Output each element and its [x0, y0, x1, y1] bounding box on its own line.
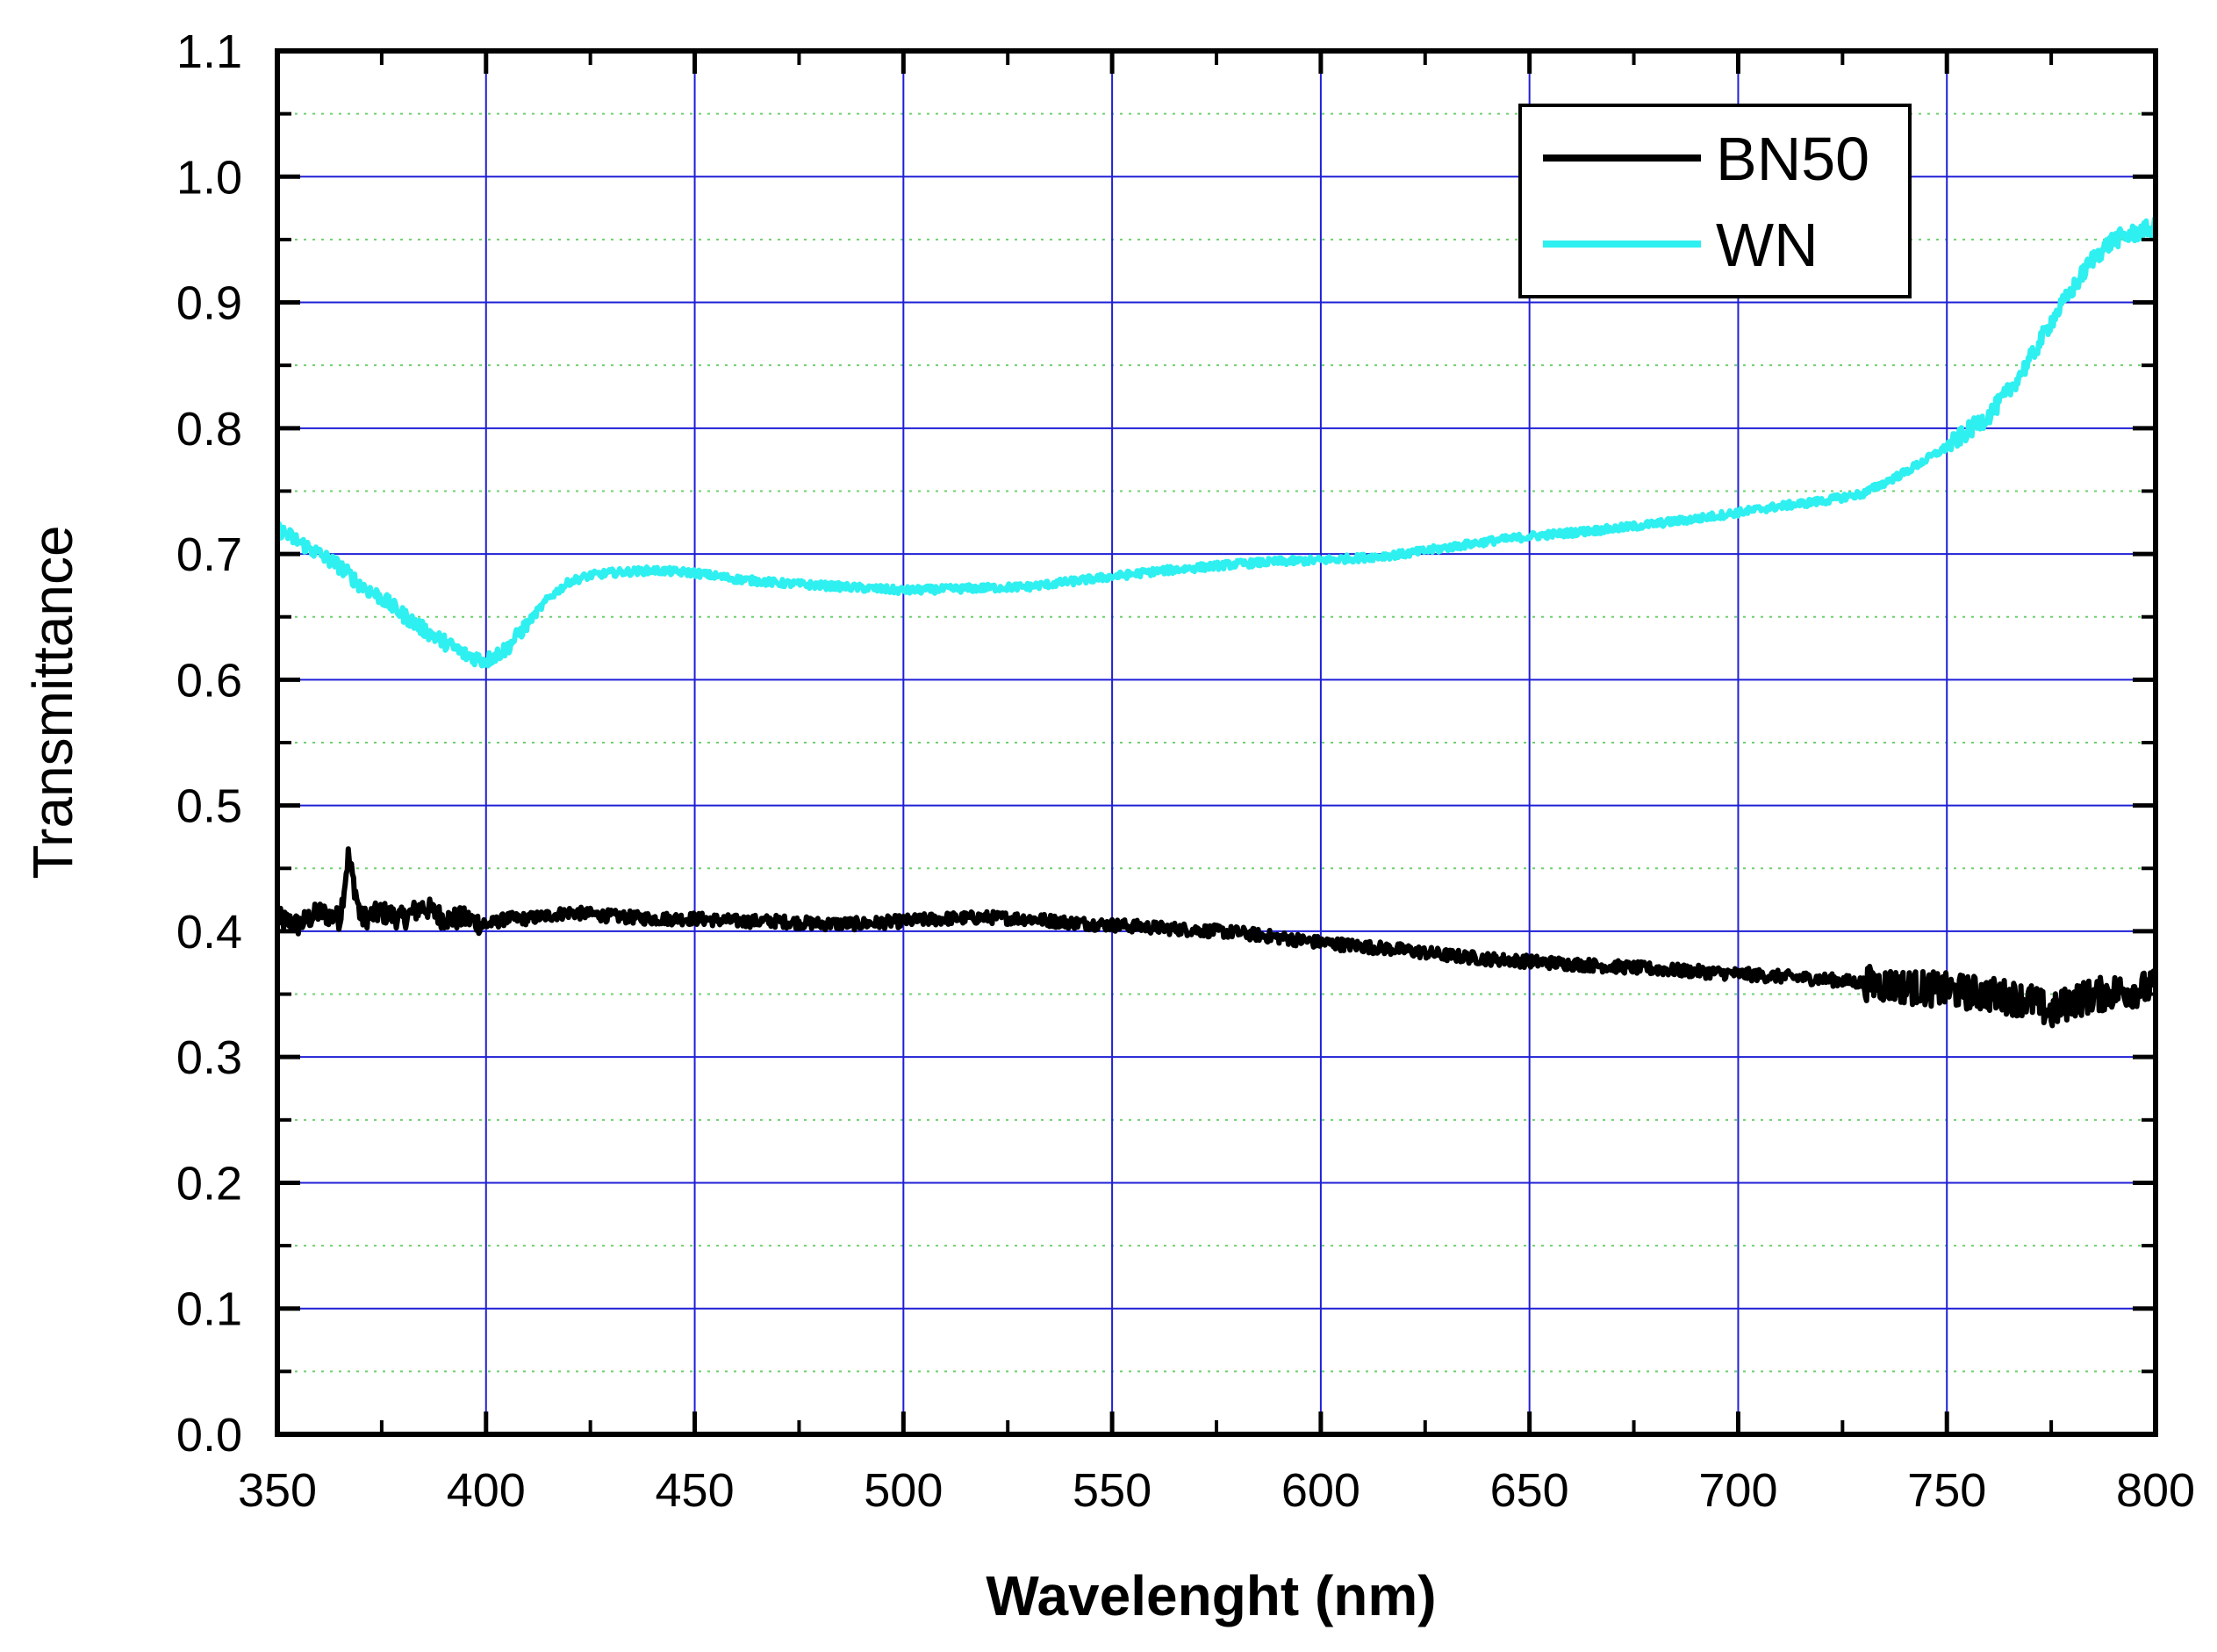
x-tick-labels: 350 400 450 500 550 600 650 700 750 800 — [238, 1464, 2195, 1517]
legend-box — [1518, 104, 1912, 298]
legend: BN50 WN — [1518, 104, 1912, 298]
y-tick-label: 0.2 — [176, 1157, 242, 1210]
y-tick-label: 0.6 — [176, 654, 242, 707]
series-line-bn50 — [275, 846, 2158, 1029]
series-layer — [275, 216, 2158, 1029]
legend-label-wn: WN — [1716, 211, 1819, 279]
legend-label-bn50: BN50 — [1716, 125, 1869, 193]
x-axis-title: Wavelenght (nm) — [986, 1564, 1436, 1627]
y-axis-title: Transmittance — [21, 525, 84, 879]
x-tick-label: 500 — [864, 1464, 943, 1517]
minor-gridlines — [277, 112, 2156, 1373]
x-tick-label: 550 — [1073, 1464, 1152, 1517]
y-tick-label: 0.4 — [176, 906, 242, 959]
series-line-wn — [275, 216, 2158, 669]
y-tick-label: 1.1 — [176, 25, 242, 78]
x-tick-label: 400 — [447, 1464, 526, 1517]
y-tick-label: 0.1 — [176, 1283, 242, 1336]
y-tick-label: 0.0 — [176, 1409, 242, 1462]
x-tick-label: 750 — [1907, 1464, 1986, 1517]
y-tick-label: 0.8 — [176, 403, 242, 456]
y-tick-label: 0.5 — [176, 780, 242, 833]
y-tick-label: 0.3 — [176, 1031, 242, 1084]
axis-ticks — [275, 48, 2158, 1437]
x-tick-label: 350 — [238, 1464, 317, 1517]
y-tick-labels: 0.0 0.1 0.2 0.3 0.4 0.5 0.6 0.7 0.8 0.9 1.0 1.1 — [176, 25, 242, 1462]
x-tick-label: 650 — [1490, 1464, 1569, 1517]
y-tick-label: 0.9 — [176, 277, 242, 330]
x-tick-label: 600 — [1281, 1464, 1360, 1517]
x-tick-label: 450 — [656, 1464, 735, 1517]
x-tick-label: 800 — [2116, 1464, 2195, 1517]
x-tick-label: 700 — [1698, 1464, 1777, 1517]
y-tick-label: 0.7 — [176, 528, 242, 581]
y-tick-label: 1.0 — [176, 151, 242, 204]
